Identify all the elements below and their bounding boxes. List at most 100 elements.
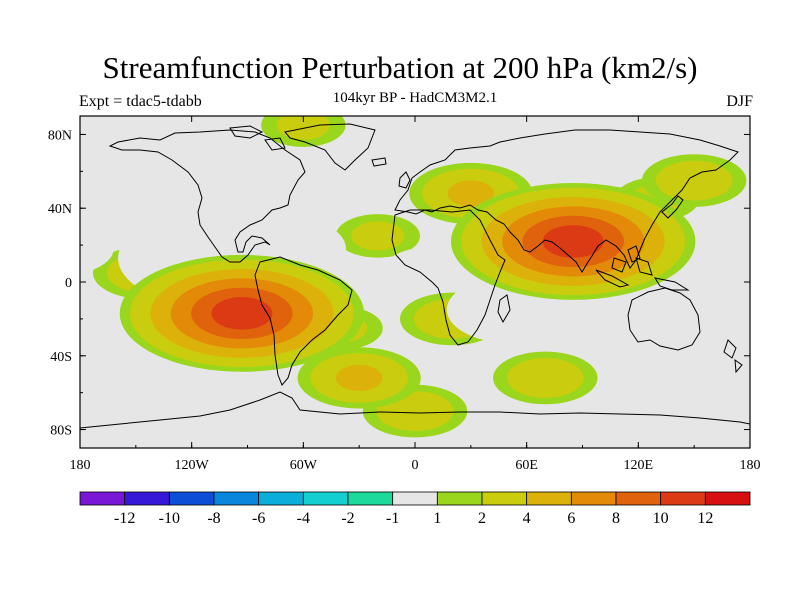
lon-tick-label: 180 [70,458,91,473]
field-contour [130,137,254,199]
field-contour [748,387,750,398]
colorbar-swatch [347,491,394,506]
coastlines [80,123,750,429]
colorbar-swatch [526,491,572,506]
field-contour [0,177,29,220]
field-contour [795,257,800,369]
field-contour [447,180,495,207]
field-contour [0,183,25,300]
lat-tick-label: 80N [48,128,72,143]
colorbar-label: -2 [341,510,354,527]
lon-tick-label: 120W [175,458,210,473]
lon-tick-label: 0 [412,458,419,473]
field-contour [735,374,750,412]
colorbar-swatch [704,491,751,506]
coast-africa [391,209,506,346]
field-contour [0,378,3,414]
field-contour [761,176,800,222]
anomaly-low [130,137,254,199]
axis-ticks [79,116,751,448]
anomaly-low [446,274,588,345]
field-contour [660,311,750,364]
field-contour [790,255,800,372]
field-contour [596,374,681,419]
streamfunction-field [0,116,800,448]
colorbar-label: 10 [653,510,669,527]
field-contour [506,357,584,398]
model-subtitle: 104kyr BP - HadCM3M2.1 [332,90,498,106]
coast-south-america [254,256,353,386]
coast-antarctica [80,391,750,429]
colorbar-swatch [258,491,304,506]
colorbar-swatch [481,491,528,506]
field-contour [279,182,365,227]
coast-arctic-islands [229,125,286,151]
colorbar-swatch [392,491,438,506]
field-contour [777,253,800,293]
coast-madagascar [497,294,511,324]
lon-tick-label: 60W [290,458,318,473]
field-contour [80,324,89,351]
coast-eurasia [394,129,739,273]
field-contour [542,225,604,258]
colorbar-label: 12 [697,510,713,527]
colorbar-label: 2 [478,510,486,527]
field-contour [767,179,800,219]
colorbar-swatch [570,491,617,506]
anomaly-high [297,347,421,409]
colorbar-swatch [124,491,170,506]
field-contour [0,375,11,418]
field-contour [0,157,69,203]
field-contour [80,366,170,419]
field-contour [779,296,800,342]
anomaly-high [0,182,696,300]
field-contour [0,154,76,207]
colorbar-swatch [302,491,349,506]
anomaly-low [0,374,681,419]
lon-tick-label: 180 [740,458,761,473]
experiment-label: Expt = tdac5-tdabb [79,93,202,110]
anomaly-low [80,311,750,364]
colorbar-swatch [660,491,706,506]
colorbar-swatch [79,491,126,506]
field-contour [0,161,63,201]
field-contour [0,181,21,217]
colorbar-swatch [213,491,260,506]
field-contour [80,224,114,274]
anomaly-low [80,366,750,419]
season-label: DJF [726,93,753,110]
colorbar-label: -8 [207,510,220,527]
field-contour [772,293,800,346]
field-contour [0,184,14,213]
field-contour [788,207,800,308]
anomaly-low [80,222,750,276]
field-contour [211,297,273,330]
lat-tick-label: 40N [48,202,72,217]
lat-tick-label: 40S [50,350,72,365]
lon-tick-label: 120E [624,458,654,473]
colorbar-swatch [436,491,483,506]
lat-tick-label: 0 [65,276,72,291]
colorbar-label: 1 [433,510,441,527]
coast-north-america [108,129,306,263]
field-contour [351,221,405,251]
field-contour [763,246,800,299]
anomaly-high [119,254,800,372]
field-contour [80,318,95,356]
anomaly-high [493,351,598,405]
lat-tick-label: 80S [50,424,72,439]
colorbar-label: -1 [386,510,399,527]
plot-title: Streamfunction Perturbation at 200 hPa (… [102,50,698,85]
anomaly-high [335,214,420,258]
coast-se-asia-islands [595,245,690,291]
colorbar-label: -6 [252,510,265,527]
field-contour [0,188,15,296]
colorbar-swatch [615,491,662,506]
field-contour [0,265,21,318]
field-contour [679,222,750,276]
field-contour [0,271,7,311]
field-contour [793,210,800,306]
field-contour [0,268,14,314]
anomaly-low [279,182,365,227]
